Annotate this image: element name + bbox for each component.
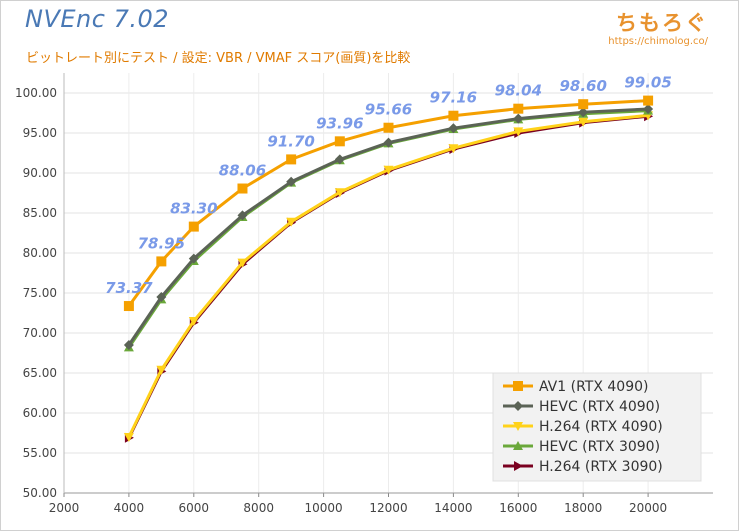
- data-label: 78.95: [138, 234, 185, 252]
- data-point: [513, 113, 524, 124]
- data-label: 93.96: [316, 114, 363, 132]
- data-point: [578, 117, 589, 127]
- data-point: [123, 340, 134, 350]
- data-point: [188, 317, 199, 326]
- legend-label: H.264 (RTX 4090): [539, 419, 663, 435]
- data-label: 99.05: [624, 74, 671, 92]
- x-tick-label: 4000: [114, 501, 145, 515]
- data-point: [188, 221, 199, 232]
- data-label: 83.30: [170, 200, 217, 218]
- data-label: 88.06: [219, 162, 266, 180]
- y-tick-label: 70.00: [23, 326, 57, 340]
- brand-logo: ちもろぐ: [616, 11, 708, 35]
- data-point: [643, 104, 654, 114]
- legend-item: AV1 (RTX 4090): [503, 379, 648, 395]
- data-point: [513, 103, 524, 114]
- axes: [63, 73, 713, 497]
- x-tick-label: 8000: [243, 501, 274, 515]
- data-label: 91.70: [267, 132, 314, 150]
- legend-label: AV1 (RTX 4090): [539, 379, 648, 395]
- legend-swatch-marker: [513, 401, 523, 411]
- y-tick-label: 55.00: [23, 446, 57, 460]
- y-tick-label: 95.00: [23, 126, 57, 140]
- data-point: [383, 165, 394, 175]
- brand-url: https://chimolog.co/: [608, 36, 708, 47]
- series-1: [123, 104, 654, 350]
- legend-item: HEVC (RTX 3090): [503, 439, 660, 455]
- data-point: [156, 256, 167, 267]
- data-point: [448, 123, 459, 134]
- data-point: [383, 137, 394, 148]
- data-point: [448, 144, 459, 154]
- data-point: [237, 258, 248, 268]
- y-tick-label: 60.00: [23, 406, 57, 420]
- data-point: [513, 127, 524, 137]
- data-point: [286, 217, 297, 227]
- x-tick-label: 20000: [629, 501, 667, 515]
- y-tick-label: 65.00: [23, 366, 57, 380]
- x-tick-label: 6000: [179, 501, 210, 515]
- data-label: 95.66: [365, 101, 412, 119]
- data-label: 98.04: [495, 82, 542, 100]
- y-tick-label: 80.00: [23, 246, 57, 260]
- x-tick-label: 2000: [49, 501, 80, 515]
- chart-title: NVEnc 7.02: [25, 5, 170, 33]
- x-tick-label: 18000: [564, 501, 602, 515]
- data-point: [156, 292, 167, 302]
- legend-label: HEVC (RTX 4090): [539, 399, 660, 415]
- data-label: 97.16: [430, 89, 477, 107]
- legend: AV1 (RTX 4090) HEVC (RTX 4090) H.264 (RTX …: [492, 372, 702, 482]
- y-tick-label: 90.00: [23, 166, 57, 180]
- legend-swatch-marker: [513, 381, 523, 391]
- data-point: [123, 301, 134, 312]
- x-tick-labels: 2000 4000 6000 8000 10000 12000 14000 16000 1800…: [49, 501, 667, 515]
- data-point: [237, 183, 248, 194]
- data-point: [237, 210, 248, 221]
- data-point: [286, 176, 297, 187]
- y-tick-label: 100.00: [15, 86, 57, 100]
- data-point: [156, 365, 167, 375]
- legend-label: H.264 (RTX 3090): [539, 459, 663, 475]
- legend-swatch-marker: [514, 461, 523, 471]
- legend-item: H.264 (RTX 4090): [503, 419, 663, 435]
- data-point: [334, 188, 345, 198]
- data-label: 98.60: [559, 77, 606, 95]
- data-point: [123, 433, 134, 442]
- series-0: [123, 95, 654, 312]
- legend-item: HEVC (RTX 4090): [503, 399, 660, 415]
- data-point: [578, 107, 589, 118]
- x-tick-label: 12000: [369, 501, 407, 515]
- data-point: [383, 122, 394, 133]
- y-tick-label: 50.00: [23, 486, 57, 500]
- x-tick-label: 16000: [499, 501, 537, 515]
- data-point: [188, 253, 199, 264]
- chart-subtitle: ビットレート別にテスト / 設定: VBR / VMAF スコア(画質)を比較: [26, 51, 411, 66]
- legend-swatch-marker: [513, 441, 523, 450]
- data-point: [334, 136, 345, 147]
- data-label: 73.37: [105, 279, 153, 297]
- legend-swatch-marker: [513, 422, 523, 431]
- data-point: [643, 95, 654, 106]
- data-point: [334, 154, 345, 165]
- y-tick-label: 75.00: [23, 286, 57, 300]
- data-point: [448, 110, 459, 121]
- y-tick-labels: 50.00 55.00 60.00 65.00 70.00 75.00 80.00 85.00…: [15, 86, 57, 500]
- x-tick-label: 10000: [305, 501, 343, 515]
- legend-label: HEVC (RTX 3090): [539, 439, 660, 455]
- y-tick-label: 85.00: [23, 206, 57, 220]
- data-point: [578, 99, 589, 110]
- series-layer: [123, 95, 654, 443]
- data-point: [286, 154, 297, 165]
- x-tick-label: 14000: [434, 501, 472, 515]
- legend-item: H.264 (RTX 3090): [503, 459, 663, 475]
